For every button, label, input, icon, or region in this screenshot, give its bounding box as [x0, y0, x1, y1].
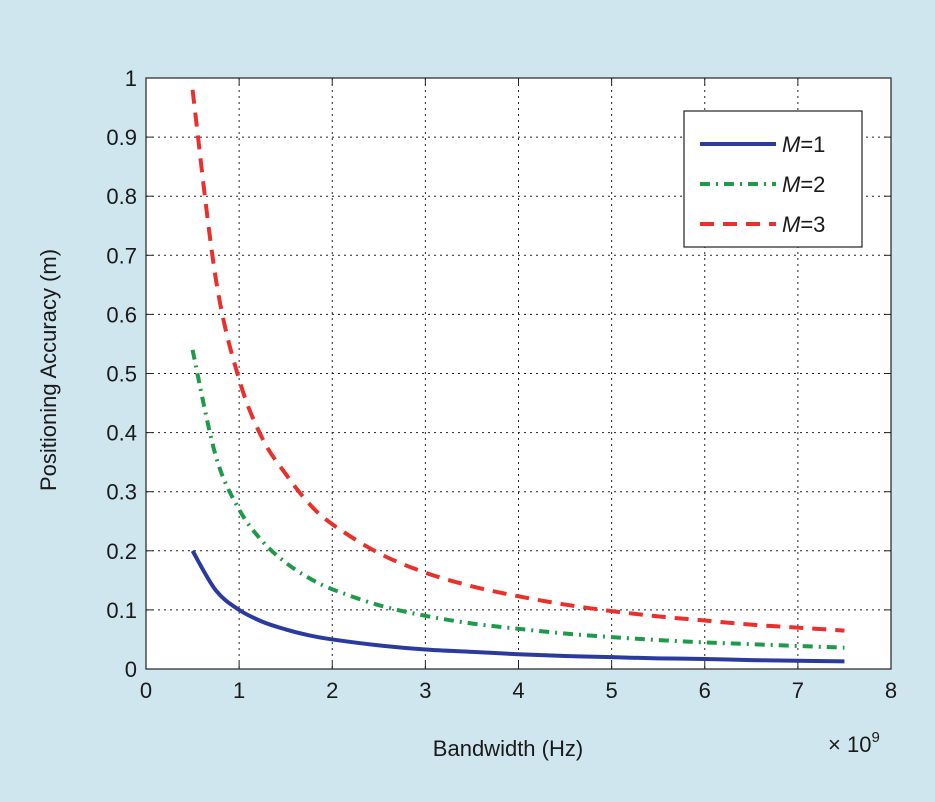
legend-label-m3: M=3	[782, 212, 825, 237]
series-line-m1	[190, 549, 845, 664]
x-tick-label: 0	[140, 678, 152, 703]
series-line-m3	[190, 89, 845, 633]
x-tick-label: 7	[792, 678, 804, 703]
y-tick-label: 0	[125, 657, 137, 682]
series-lines	[190, 89, 845, 664]
legend-label-m1-var: M	[782, 132, 801, 157]
y-tick-label: 1	[125, 66, 137, 91]
y-axis-label: Positioning Accuracy (m)	[36, 249, 61, 491]
legend-label-m3-var: M	[782, 212, 801, 237]
x-multiplier-base: × 10	[828, 732, 871, 757]
y-tick-label: 0.2	[106, 539, 137, 564]
y-tick-label: 0.3	[106, 480, 137, 505]
x-tick-label: 8	[885, 678, 897, 703]
series-line-m2	[190, 349, 845, 650]
legend-label-m1: M=1	[782, 132, 825, 157]
x-tick-label: 4	[512, 678, 524, 703]
legend-label-m3-rest: =3	[800, 212, 825, 237]
y-tick-label: 0.6	[106, 302, 137, 327]
grid	[146, 78, 891, 669]
y-tick-label: 0.9	[106, 125, 137, 150]
y-tick-label: 0.5	[106, 362, 137, 387]
legend-label-m1-rest: =1	[800, 132, 825, 157]
x-tick-label: 1	[233, 678, 245, 703]
legend-label-m2-var: M	[782, 172, 801, 197]
legend-label-m2-rest: =2	[800, 172, 825, 197]
x-axis-multiplier: × 109	[828, 729, 880, 757]
x-tick-label: 3	[419, 678, 431, 703]
x-tick-labels: 0 1 2 3 4 5 6 7 8	[140, 678, 897, 703]
y-tick-label: 0.1	[106, 598, 137, 623]
y-tick-label: 0.7	[106, 243, 137, 268]
y-tick-label: 0.4	[106, 421, 137, 446]
y-tick-labels: 0 0.1 0.2 0.3 0.4 0.5 0.6 0.7 0.8 0.9 1	[106, 66, 137, 682]
x-tick-label: 2	[326, 678, 338, 703]
legend-box	[683, 110, 863, 248]
x-tick-label: 5	[606, 678, 618, 703]
y-tick-label: 0.8	[106, 184, 137, 209]
ticks	[145, 77, 892, 670]
legend: M=1 M=2 M=3	[683, 110, 863, 248]
legend-label-m2: M=2	[782, 172, 825, 197]
x-axis-label: Bandwidth (Hz)	[433, 736, 583, 761]
x-tick-label: 6	[699, 678, 711, 703]
x-multiplier-exponent: 9	[871, 729, 879, 746]
